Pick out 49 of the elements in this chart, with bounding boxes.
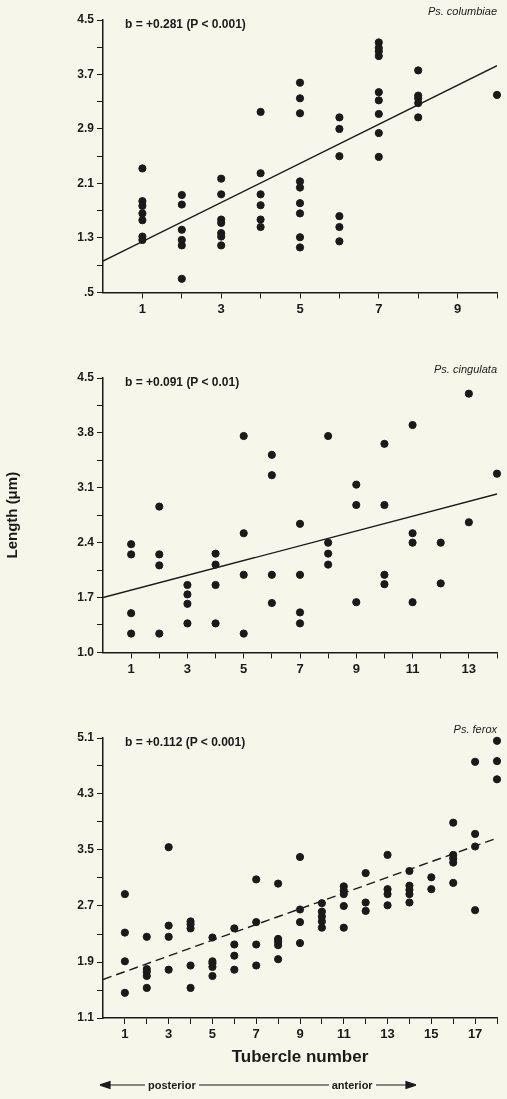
text: anterior <box>330 1079 374 1091</box>
y-tick-label: 3.1 <box>77 480 95 495</box>
x-tick-label: 9 <box>352 660 360 676</box>
x-tick-label: 7 <box>252 1026 260 1042</box>
x-tick-label: 9 <box>296 1026 304 1042</box>
x-tick-label: 11 <box>336 1026 351 1042</box>
y-tick-label: 1.9 <box>77 954 95 969</box>
y-tick-label: 2.1 <box>77 175 95 190</box>
y-tick-label: 1.0 <box>77 644 95 659</box>
y-tick-label: 2.9 <box>77 121 95 136</box>
x-tick-label: 7 <box>375 300 383 316</box>
x-tick-label: 3 <box>183 660 192 676</box>
y-tick-label: 3.5 <box>77 842 95 857</box>
chart-title: Ps. cingulata <box>434 362 497 375</box>
y-tick-label: 4.3 <box>77 786 95 801</box>
y-tick-label: 3.7 <box>77 66 95 81</box>
y-axis-title: Length (μm) <box>3 471 21 559</box>
x-tick-label: 11 <box>405 660 420 676</box>
y-tick-label: 4.5 <box>77 12 95 27</box>
y-tick-label: 1.1 <box>77 1010 95 1025</box>
y-tick-label: 2.4 <box>77 534 95 549</box>
chart-title: Ps. columbiae <box>427 4 497 17</box>
x-tick-label: 5 <box>296 300 304 316</box>
x-axis-title: Tubercle number <box>231 1047 369 1067</box>
annotation: b = +0.091 (P < 0.01) <box>125 375 240 390</box>
x-tick-label: 5 <box>208 1026 217 1042</box>
chart-title: Ps. ferox <box>453 722 498 735</box>
text: posterior <box>147 1079 197 1091</box>
y-tick-label: .5 <box>83 284 95 299</box>
x-tick-label: 1 <box>127 660 135 676</box>
x-tick-label: 1 <box>121 1026 129 1042</box>
y-tick-label: 5.1 <box>77 730 95 745</box>
y-tick-label: 4.5 <box>77 370 95 385</box>
y-tick-label: 2.7 <box>77 898 95 913</box>
x-tick-label: 5 <box>240 660 248 676</box>
y-tick-label: 1.7 <box>77 589 95 604</box>
annotation: b = +0.281 (P < 0.001) <box>125 17 246 32</box>
y-tick-label: 1.3 <box>77 230 95 245</box>
x-tick-label: 15 <box>424 1026 439 1042</box>
x-tick-label: 3 <box>165 1026 173 1042</box>
annotation: b = +0.112 (P < 0.001) <box>125 735 246 750</box>
x-tick-label: 1 <box>138 300 147 316</box>
y-tick-label: 3.8 <box>77 425 95 440</box>
x-tick-label: 3 <box>217 300 225 316</box>
x-tick-label: 13 <box>461 660 477 676</box>
x-tick-label: 13 <box>380 1026 395 1042</box>
x-tick-label: 9 <box>453 300 462 316</box>
x-tick-label: 7 <box>296 660 304 676</box>
x-tick-label: 17 <box>467 1026 483 1042</box>
